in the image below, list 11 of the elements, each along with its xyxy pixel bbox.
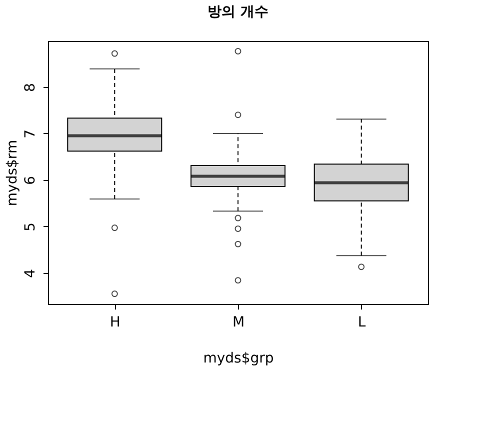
- x-axis-title: myds$grp: [203, 350, 274, 366]
- y-tick-label: 7: [22, 130, 38, 138]
- x-tick-label: M: [232, 314, 245, 330]
- y-tick-label: 5: [22, 222, 38, 232]
- chart-title: 방의 개수: [208, 4, 268, 20]
- y-axis-title: myds$rm: [4, 140, 20, 206]
- y-tick-label: 4: [22, 268, 38, 278]
- x-tick-label: L: [358, 314, 366, 330]
- x-tick-label: H: [110, 314, 120, 330]
- y-tick-label: 6: [22, 176, 38, 185]
- y-tick-label: 8: [22, 83, 38, 92]
